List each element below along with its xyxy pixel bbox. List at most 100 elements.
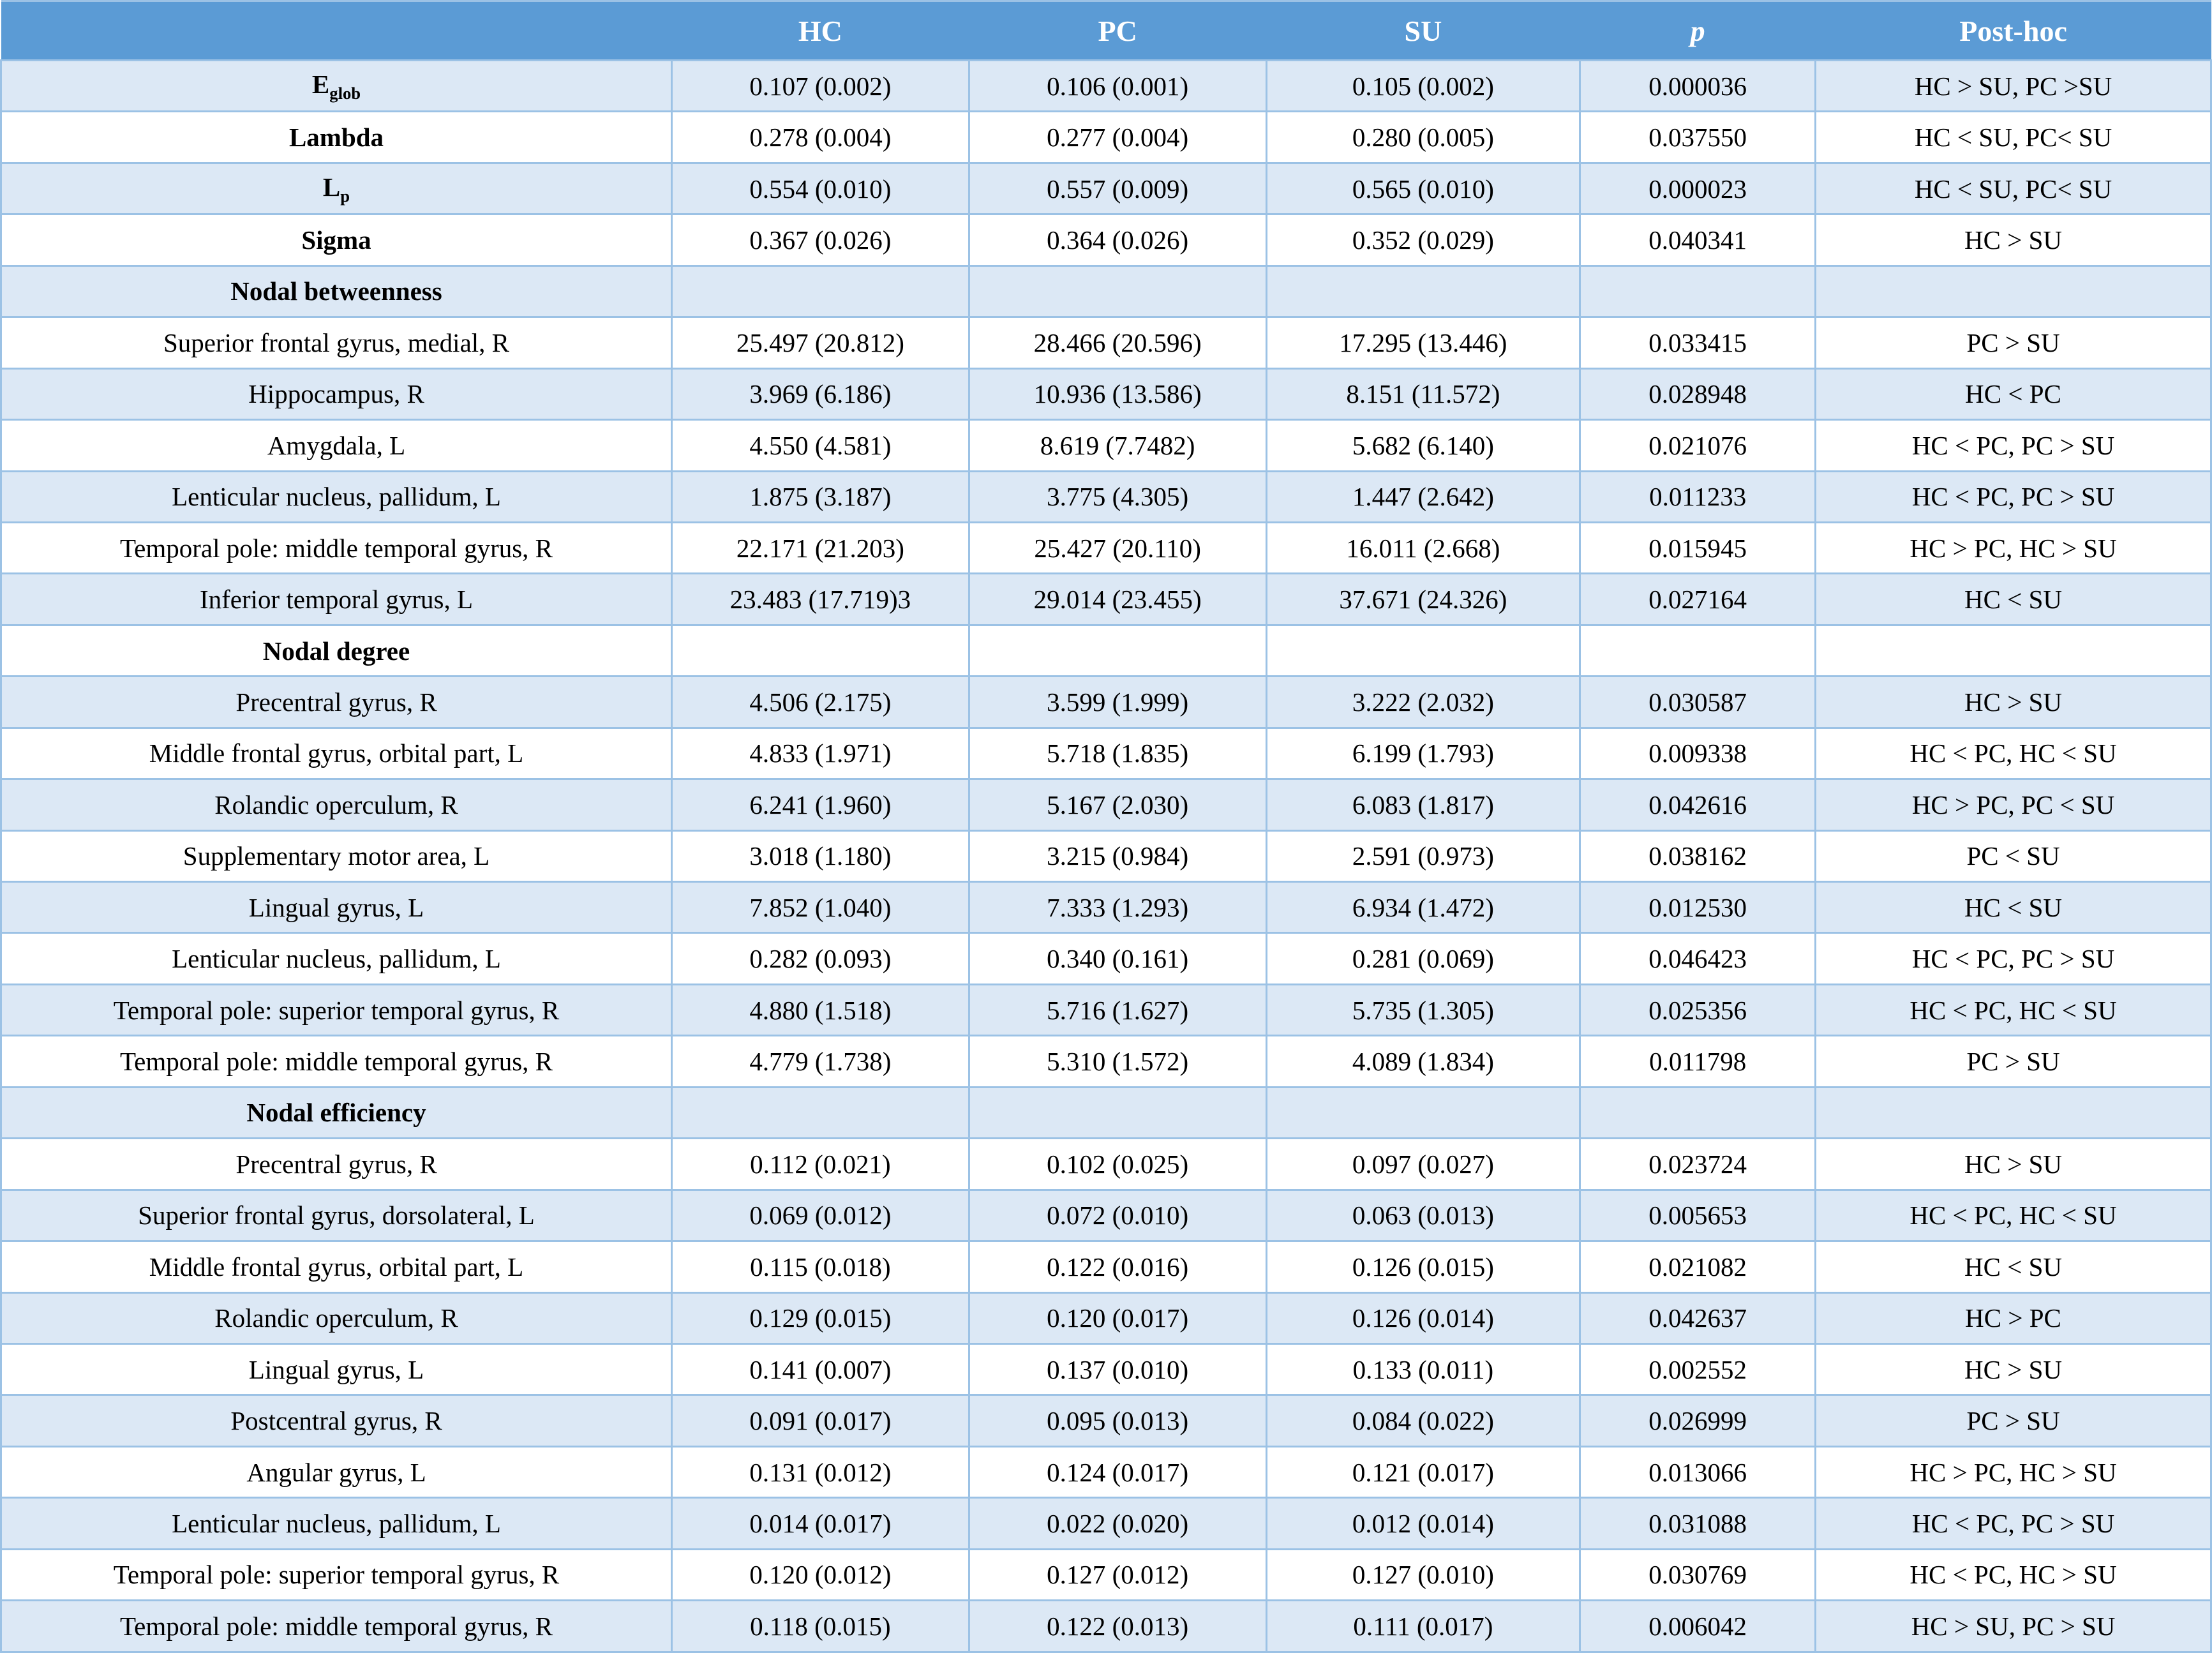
cell-p: 0.030769 <box>1579 1548 1817 1602</box>
cell-pc: 3.215 (0.984) <box>968 829 1267 883</box>
row-label: Angular gyrus, L <box>0 1445 673 1499</box>
cell-posthoc: PC < SU <box>1814 829 2212 883</box>
table-row: Rolandic operculum, R 0.129 (0.015) 0.120 … <box>0 1291 2212 1345</box>
row-label: Lp <box>0 161 673 216</box>
cell-hc: 4.880 (1.518) <box>671 983 970 1037</box>
cell-p <box>1579 1086 1817 1140</box>
cell-posthoc: HC > SU <box>1814 1342 2212 1396</box>
cell-su: 0.352 (0.029) <box>1265 213 1581 267</box>
cell-p: 0.015945 <box>1579 521 1817 575</box>
cell-su: 6.199 (1.793) <box>1265 726 1581 781</box>
cell-pc: 0.102 (0.025) <box>968 1137 1267 1191</box>
cell-hc: 0.282 (0.093) <box>671 932 970 985</box>
cell-posthoc: HC < PC, HC < SU <box>1814 726 2212 781</box>
cell-p: 0.038162 <box>1579 829 1817 883</box>
row-label: Inferior temporal gyrus, L <box>0 572 673 626</box>
cell-posthoc: HC < PC, HC < SU <box>1814 1188 2212 1243</box>
cell-su: 2.591 (0.973) <box>1265 829 1581 883</box>
column-header-empty <box>1 0 672 61</box>
cell-hc: 0.129 (0.015) <box>671 1291 970 1345</box>
cell-posthoc: HC > SU <box>1814 213 2212 267</box>
section-label: Nodal efficiency <box>0 1086 673 1140</box>
cell-p: 0.027164 <box>1579 572 1817 626</box>
cell-pc: 0.106 (0.001) <box>968 59 1267 113</box>
cell-su: 0.105 (0.002) <box>1265 59 1581 113</box>
cell-pc: 28.466 (20.596) <box>968 316 1267 370</box>
cell-p: 0.013066 <box>1579 1445 1817 1499</box>
cell-pc: 25.427 (20.110) <box>968 521 1267 575</box>
cell-p: 0.005653 <box>1579 1188 1817 1243</box>
section-label: Nodal betweenness <box>0 264 673 318</box>
table-row: Postcentral gyrus, R 0.091 (0.017) 0.095 (… <box>0 1394 2212 1447</box>
cell-posthoc: HC > PC <box>1814 1291 2212 1345</box>
cell-su: 0.281 (0.069) <box>1265 932 1581 985</box>
cell-su: 6.934 (1.472) <box>1265 880 1581 934</box>
cell-su: 0.063 (0.013) <box>1265 1188 1581 1243</box>
row-label: Lenticular nucleus, pallidum, L <box>0 1497 673 1550</box>
cell-posthoc: HC < PC, PC > SU <box>1814 1497 2212 1550</box>
table-row: Middle frontal gyrus, orbital part, L 0.1… <box>0 1240 2212 1294</box>
cell-posthoc: HC > PC, PC < SU <box>1814 778 2212 832</box>
table-row: Eglob 0.107 (0.002) 0.106 (0.001) 0.105 (0.… <box>0 59 2212 113</box>
row-label: Lenticular nucleus, pallidum, L <box>0 470 673 523</box>
cell-pc: 0.122 (0.013) <box>968 1599 1267 1653</box>
cell-pc <box>968 264 1267 318</box>
cell-hc: 0.118 (0.015) <box>671 1599 970 1653</box>
cell-p: 0.023724 <box>1579 1137 1817 1191</box>
column-header-posthoc: Post-hoc <box>1815 0 2211 61</box>
cell-posthoc <box>1814 1086 2212 1140</box>
cell-posthoc: HC < PC, PC > SU <box>1814 419 2212 472</box>
cell-posthoc: PC > SU <box>1814 1394 2212 1447</box>
cell-posthoc: HC < SU, PC< SU <box>1814 161 2212 216</box>
row-label: Rolandic operculum, R <box>0 778 673 832</box>
row-label: Rolandic operculum, R <box>0 1291 673 1345</box>
row-label: Postcentral gyrus, R <box>0 1394 673 1447</box>
row-label: Temporal pole: superior temporal gyrus, … <box>0 983 673 1037</box>
cell-pc: 5.716 (1.627) <box>968 983 1267 1037</box>
cell-hc <box>671 1086 970 1140</box>
cell-posthoc: HC < SU, PC< SU <box>1814 110 2212 164</box>
cell-posthoc: HC < PC <box>1814 367 2212 421</box>
section-row: Nodal efficiency <box>0 1086 2212 1140</box>
cell-hc: 1.875 (3.187) <box>671 470 970 523</box>
cell-posthoc: PC > SU <box>1814 316 2212 370</box>
row-label: Amygdala, L <box>0 419 673 472</box>
cell-pc: 0.120 (0.017) <box>968 1291 1267 1345</box>
cell-su: 4.089 (1.834) <box>1265 1035 1581 1088</box>
cell-su: 5.735 (1.305) <box>1265 983 1581 1037</box>
cell-posthoc: PC > SU <box>1814 1035 2212 1088</box>
column-header-pc: PC <box>969 0 1267 61</box>
cell-posthoc: HC < SU <box>1814 1240 2212 1294</box>
cell-hc: 0.278 (0.004) <box>671 110 970 164</box>
cell-p: 0.042616 <box>1579 778 1817 832</box>
cell-hc: 4.779 (1.738) <box>671 1035 970 1088</box>
cell-hc: 4.550 (4.581) <box>671 419 970 472</box>
cell-p: 0.021076 <box>1579 419 1817 472</box>
cell-hc: 0.554 (0.010) <box>671 161 970 216</box>
cell-su: 16.011 (2.668) <box>1265 521 1581 575</box>
cell-hc: 0.069 (0.012) <box>671 1188 970 1243</box>
cell-p: 0.021082 <box>1579 1240 1817 1294</box>
cell-posthoc: HC < PC, HC > SU <box>1814 1548 2212 1602</box>
row-label: Precentral gyrus, R <box>0 1137 673 1191</box>
cell-p <box>1579 624 1817 678</box>
cell-p: 0.042637 <box>1579 1291 1817 1345</box>
cell-su: 3.222 (2.032) <box>1265 675 1581 729</box>
column-header-hc: HC <box>671 0 969 61</box>
cell-hc: 0.107 (0.002) <box>671 59 970 113</box>
table-row: Temporal pole: superior temporal gyrus, … <box>0 983 2212 1037</box>
cell-p: 0.009338 <box>1579 726 1817 781</box>
cell-p: 0.033415 <box>1579 316 1817 370</box>
header-row: HC PC SU p Post-hoc <box>1 0 2211 61</box>
cell-pc: 0.124 (0.017) <box>968 1445 1267 1499</box>
cell-p: 0.025356 <box>1579 983 1817 1037</box>
table-row: Sigma 0.367 (0.026) 0.364 (0.026) 0.352 (0.… <box>0 213 2212 267</box>
cell-su: 0.565 (0.010) <box>1265 161 1581 216</box>
cell-posthoc: HC > SU, PC >SU <box>1814 59 2212 113</box>
cell-hc: 0.141 (0.007) <box>671 1342 970 1396</box>
cell-pc: 5.167 (2.030) <box>968 778 1267 832</box>
cell-p: 0.046423 <box>1579 932 1817 985</box>
cell-su: 0.012 (0.014) <box>1265 1497 1581 1550</box>
